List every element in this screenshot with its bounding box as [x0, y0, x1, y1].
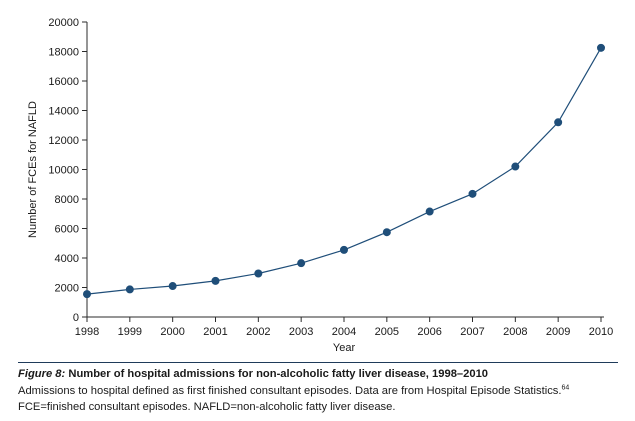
- data-point: [468, 189, 477, 198]
- data-point: [597, 43, 605, 52]
- line-chart: 0 2000 4000 6000 8000 10000 12000 14000 16000 180…: [27, 17, 613, 354]
- data-point: [125, 285, 134, 294]
- x-tick-label: 2001: [203, 326, 227, 338]
- y-tick-label: 20000: [48, 17, 79, 29]
- data-point: [168, 282, 177, 291]
- x-tick-label: 2010: [589, 326, 613, 338]
- x-axis-title: Year: [333, 342, 356, 354]
- caption-text-1: Admissions to hospital defined as first …: [18, 384, 562, 397]
- data-point: [425, 207, 434, 216]
- y-tick-label: 0: [73, 312, 79, 324]
- chart-ticks: 0 2000 4000 6000 8000 10000 12000 14000 16000 180…: [48, 17, 613, 338]
- data-point: [83, 290, 91, 299]
- x-tick-label: 2006: [417, 326, 441, 338]
- x-tick-label: 2000: [160, 326, 184, 338]
- y-tick-label: 18000: [48, 47, 79, 59]
- caption-line-2: FCE=finished consultant episodes. NAFLD=…: [18, 399, 623, 416]
- caption-text-2: FCE=finished consultant episodes. NAFLD=…: [18, 401, 396, 413]
- data-point: [340, 245, 348, 254]
- caption-title-line: Figure 8: Number of hospital admissions …: [18, 366, 623, 383]
- chart-axes: [86, 22, 604, 318]
- y-tick-label: 12000: [48, 135, 79, 147]
- x-tick-label: 2005: [375, 326, 399, 338]
- x-tick-label: 1999: [118, 326, 142, 338]
- caption-line-1: Admissions to hospital defined as first …: [18, 383, 623, 400]
- x-tick-label: 2009: [546, 326, 570, 338]
- figure-title: Number of hospital admissions for non-al…: [65, 368, 489, 380]
- x-tick-label: 2002: [246, 326, 270, 338]
- y-tick-label: 8000: [55, 194, 79, 206]
- y-tick-label: 6000: [55, 224, 79, 236]
- x-tick-label: 2004: [332, 326, 356, 338]
- data-point: [297, 259, 306, 268]
- x-tick-label: 1998: [75, 326, 99, 338]
- x-tick-label: 2008: [503, 326, 527, 338]
- y-axis-title: Number of FCEs for NAFLD: [27, 101, 39, 238]
- series-line: [86, 47, 602, 295]
- data-point: [211, 276, 220, 285]
- figure-caption: Figure 8: Number of hospital admissions …: [18, 366, 623, 416]
- y-tick-label: 16000: [48, 76, 79, 88]
- caption-reference: 64: [561, 383, 570, 391]
- x-tick-label: 2003: [289, 326, 313, 338]
- y-tick-label: 4000: [55, 253, 79, 265]
- data-point: [254, 269, 263, 278]
- y-tick-label: 14000: [48, 106, 79, 118]
- caption-divider: [18, 362, 618, 363]
- figure-label: Figure 8:: [18, 368, 66, 380]
- chart-series: [83, 43, 605, 299]
- y-tick-label: 10000: [48, 165, 79, 177]
- data-point: [382, 228, 391, 237]
- data-point: [511, 162, 520, 171]
- x-tick-label: 2007: [460, 326, 484, 338]
- y-tick-label: 2000: [55, 283, 79, 295]
- data-point: [554, 118, 563, 127]
